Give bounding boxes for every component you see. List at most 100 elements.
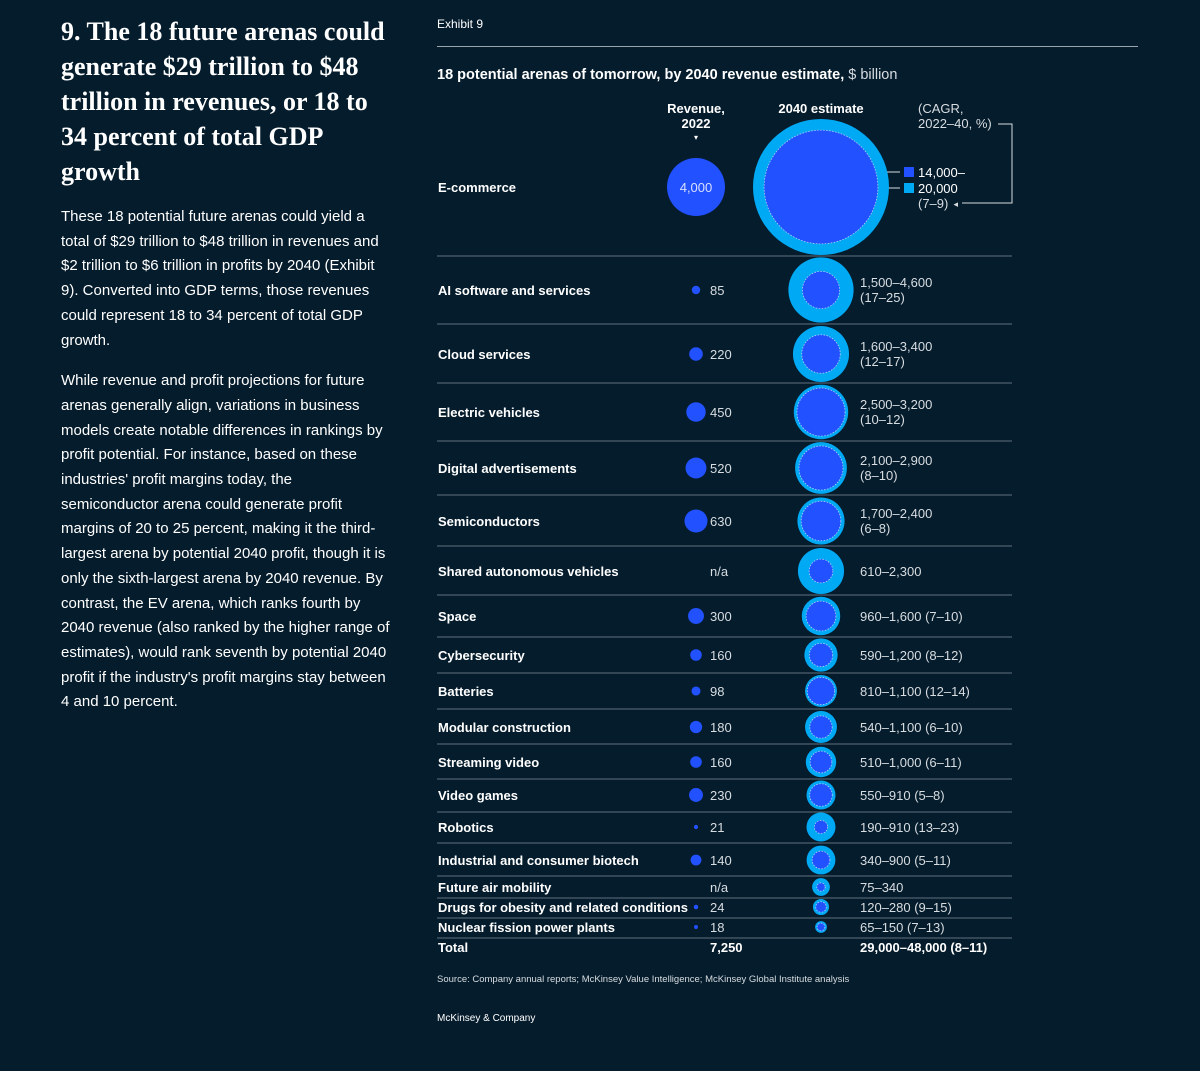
estimate-value-1: 1,500–4,600 xyxy=(860,275,932,290)
estimate-low-bubble-0 xyxy=(763,129,879,245)
row-label-0: E-commerce xyxy=(438,180,516,195)
col-header-revenue-line2: 2022 xyxy=(682,116,711,131)
revenue-bubble-0 xyxy=(667,158,725,216)
revenue-value-15: n/a xyxy=(710,880,729,895)
legend-low-swatch xyxy=(904,167,914,177)
row-label-15: Future air mobility xyxy=(438,880,552,895)
revenue-value-4: 520 xyxy=(710,461,732,476)
brand-label: McKinsey & Company xyxy=(437,1013,536,1024)
revenue-bubble-10 xyxy=(689,720,703,734)
estimate-value-10: 540–1,100 (6–10) xyxy=(860,720,963,735)
estimate-value-6: 610–2,300 xyxy=(860,564,921,579)
intro-paragraph-2: While revenue and profit projections for… xyxy=(61,372,390,711)
col-header-cagr-line1: (CAGR, xyxy=(918,101,964,116)
revenue-bubble-14 xyxy=(690,854,702,866)
revenue-bubble-11 xyxy=(690,756,702,768)
cagr-connector-line xyxy=(962,123,1013,204)
revenue-bubble-7 xyxy=(688,608,704,624)
estimate-cagr-3: (10–12) xyxy=(860,412,905,427)
estimate-value-13: 190–910 (13–23) xyxy=(860,820,959,835)
revenue-bubble-2 xyxy=(689,347,703,361)
chart-title-main: 18 potential arenas of tomorrow, by 2040… xyxy=(437,67,845,83)
estimate-low-bubble-2 xyxy=(801,334,841,374)
revenue-value-6: n/a xyxy=(710,564,729,579)
legend-cagr-label: (7–9) xyxy=(918,196,948,211)
row-label-3: Electric vehicles xyxy=(438,405,540,420)
estimate-low-bubble-5 xyxy=(800,500,842,542)
row-label-12: Video games xyxy=(438,788,518,803)
cagr-connector-arrow: ◂ xyxy=(953,199,958,209)
revenue-bubble-8 xyxy=(690,649,702,661)
row-label-5: Semiconductors xyxy=(438,514,540,529)
col-header-estimate: 2040 estimate xyxy=(778,101,863,116)
estimate-value-3: 2,500–3,200 xyxy=(860,397,932,412)
row-label-7: Space xyxy=(438,609,476,624)
total-label: Total xyxy=(438,940,468,955)
chart-title: 18 potential arenas of tomorrow, by 2040… xyxy=(437,67,897,83)
revenue-bubble-12 xyxy=(689,788,703,802)
revenue-bubble-3 xyxy=(686,402,706,422)
estimate-value-7: 960–1,600 (7–10) xyxy=(860,609,963,624)
revenue-value-7: 300 xyxy=(710,609,732,624)
estimate-low-bubble-9 xyxy=(806,676,836,706)
row-label-6: Shared autonomous vehicles xyxy=(438,564,619,579)
estimate-low-bubble-1 xyxy=(801,270,841,310)
legend-low-label: 14,000– xyxy=(918,165,966,180)
col-header-cagr-line2: 2022–40, %) xyxy=(918,116,992,131)
row-label-10: Modular construction xyxy=(438,720,571,735)
total-estimate: 29,000–48,000 (8–11) xyxy=(860,940,987,955)
estimate-value-17: 65–150 (7–13) xyxy=(860,920,945,935)
estimate-low-bubble-6 xyxy=(808,558,834,584)
estimate-low-bubble-10 xyxy=(809,715,833,739)
revenue-value-0: 4,000 xyxy=(680,180,713,195)
estimate-value-5: 1,700–2,400 xyxy=(860,506,932,521)
revenue-value-12: 230 xyxy=(710,788,732,803)
row-label-16: Drugs for obesity and related conditions xyxy=(438,900,688,915)
revenue-bubble-4 xyxy=(685,457,707,479)
row-label-8: Cybersecurity xyxy=(438,648,525,663)
revenue-bubble-9 xyxy=(691,686,701,696)
revenue-value-5: 630 xyxy=(710,514,732,529)
section-heading: 9. The 18 future arenas could generate $… xyxy=(61,17,385,186)
row-label-13: Robotics xyxy=(438,820,494,835)
estimate-low-bubble-16 xyxy=(815,901,827,913)
revenue-value-14: 140 xyxy=(710,853,732,868)
estimate-value-4: 2,100–2,900 xyxy=(860,453,932,468)
revenue-bubble-16 xyxy=(693,904,699,910)
revenue-bubble-1 xyxy=(691,285,701,295)
chart-title-unit: $ billion xyxy=(848,67,898,83)
revenue-bubble-17 xyxy=(694,925,698,929)
col-header-revenue-arrow: ▾ xyxy=(694,133,698,142)
estimate-low-bubble-7 xyxy=(805,600,837,632)
estimate-value-2: 1,600–3,400 xyxy=(860,339,932,354)
revenue-value-3: 450 xyxy=(710,405,732,420)
estimate-value-12: 550–910 (5–8) xyxy=(860,788,945,803)
estimate-value-15: 75–340 xyxy=(860,880,903,895)
estimate-low-bubble-4 xyxy=(798,445,844,491)
estimate-low-bubble-15 xyxy=(816,882,826,892)
estimate-value-8: 590–1,200 (8–12) xyxy=(860,648,963,663)
estimate-value-16: 120–280 (9–15) xyxy=(860,900,952,915)
estimate-value-9: 810–1,100 (12–14) xyxy=(860,684,970,699)
estimate-value-11: 510–1,000 (6–11) xyxy=(860,755,962,770)
legend-high-swatch xyxy=(904,183,914,193)
revenue-value-16: 24 xyxy=(710,900,724,915)
row-label-4: Digital advertisements xyxy=(438,461,577,476)
revenue-bubble-5 xyxy=(684,509,708,533)
revenue-value-8: 160 xyxy=(710,648,732,663)
revenue-value-2: 220 xyxy=(710,347,732,362)
revenue-value-13: 21 xyxy=(710,820,724,835)
estimate-low-bubble-3 xyxy=(796,387,846,437)
estimate-low-bubble-14 xyxy=(811,850,831,870)
revenue-value-11: 160 xyxy=(710,755,732,770)
row-label-9: Batteries xyxy=(438,684,494,699)
estimate-low-bubble-11 xyxy=(809,750,833,774)
estimate-value-14: 340–900 (5–11) xyxy=(860,853,951,868)
revenue-value-17: 18 xyxy=(710,920,724,935)
row-label-14: Industrial and consumer biotech xyxy=(438,853,639,868)
revenue-value-10: 180 xyxy=(710,720,732,735)
estimate-cagr-2: (12–17) xyxy=(860,354,905,369)
estimate-cagr-4: (8–10) xyxy=(860,468,898,483)
revenue-value-1: 85 xyxy=(710,283,724,298)
